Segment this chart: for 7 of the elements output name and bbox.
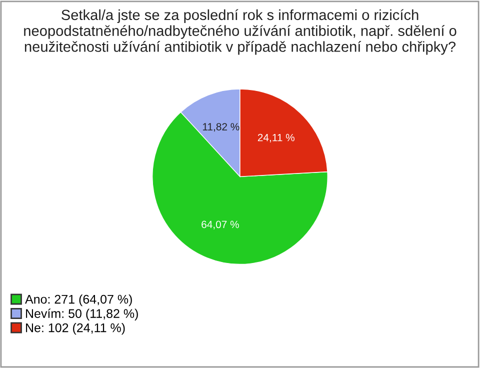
legend-label: Ano: 271 (64,07 %) — [25, 294, 132, 306]
data-label: 24,11 % — [258, 134, 294, 142]
data-label: 11,82 % — [202, 123, 240, 132]
legend-label: Ne: 102 (24,11 %) — [26, 323, 125, 335]
data-label: 64,07 % — [202, 220, 239, 230]
legend-label: Nevím: 50 (11,82 %) — [26, 308, 138, 320]
chart-title: Setkal/a jste se za poslední rok s informacemi o rizicích neopodstatněného/nadbytečného užívání antibiotik, např. sdělení o neužitečnosti užívání antibiotik v případě nachlazení nebo chřipky? — [24, 9, 456, 55]
